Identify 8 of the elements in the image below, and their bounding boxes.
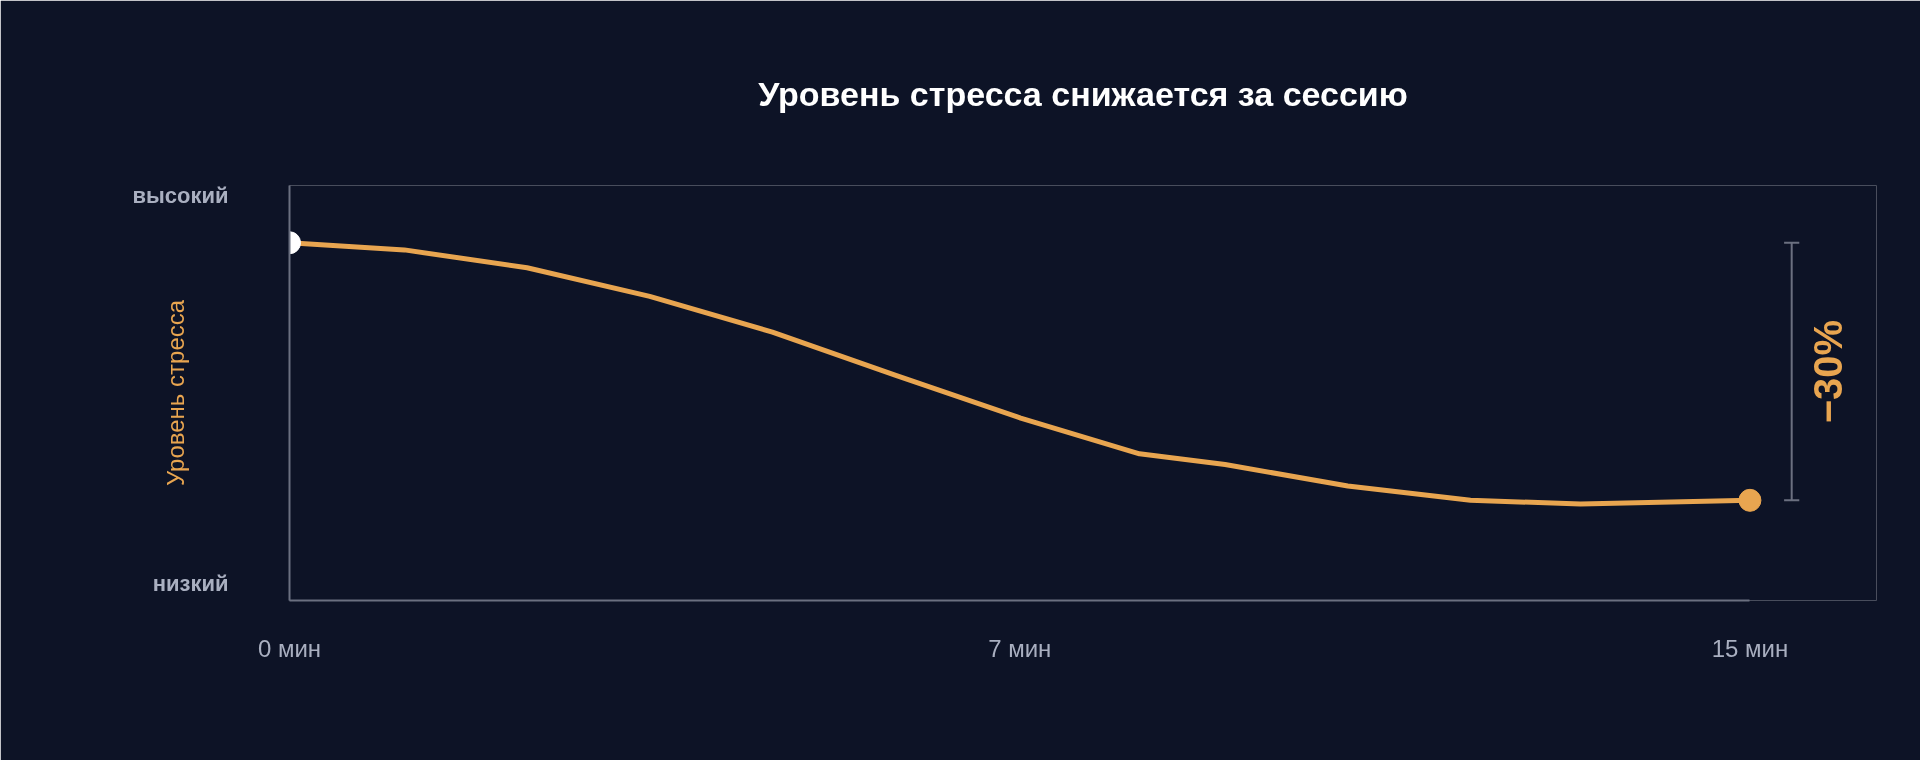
x-tick-label: 7 мин [988,634,1052,662]
chart-title: Уровень стресса снижается за сессию [758,75,1408,113]
text: −30% [1806,319,1851,424]
text: низкий [152,571,229,597]
y-axis-title: Уровень стресса [162,299,190,487]
x-tick-label: 15 мин [1711,634,1789,662]
text: высокий [132,183,229,209]
x-tick-label: 0 мин [257,634,322,662]
